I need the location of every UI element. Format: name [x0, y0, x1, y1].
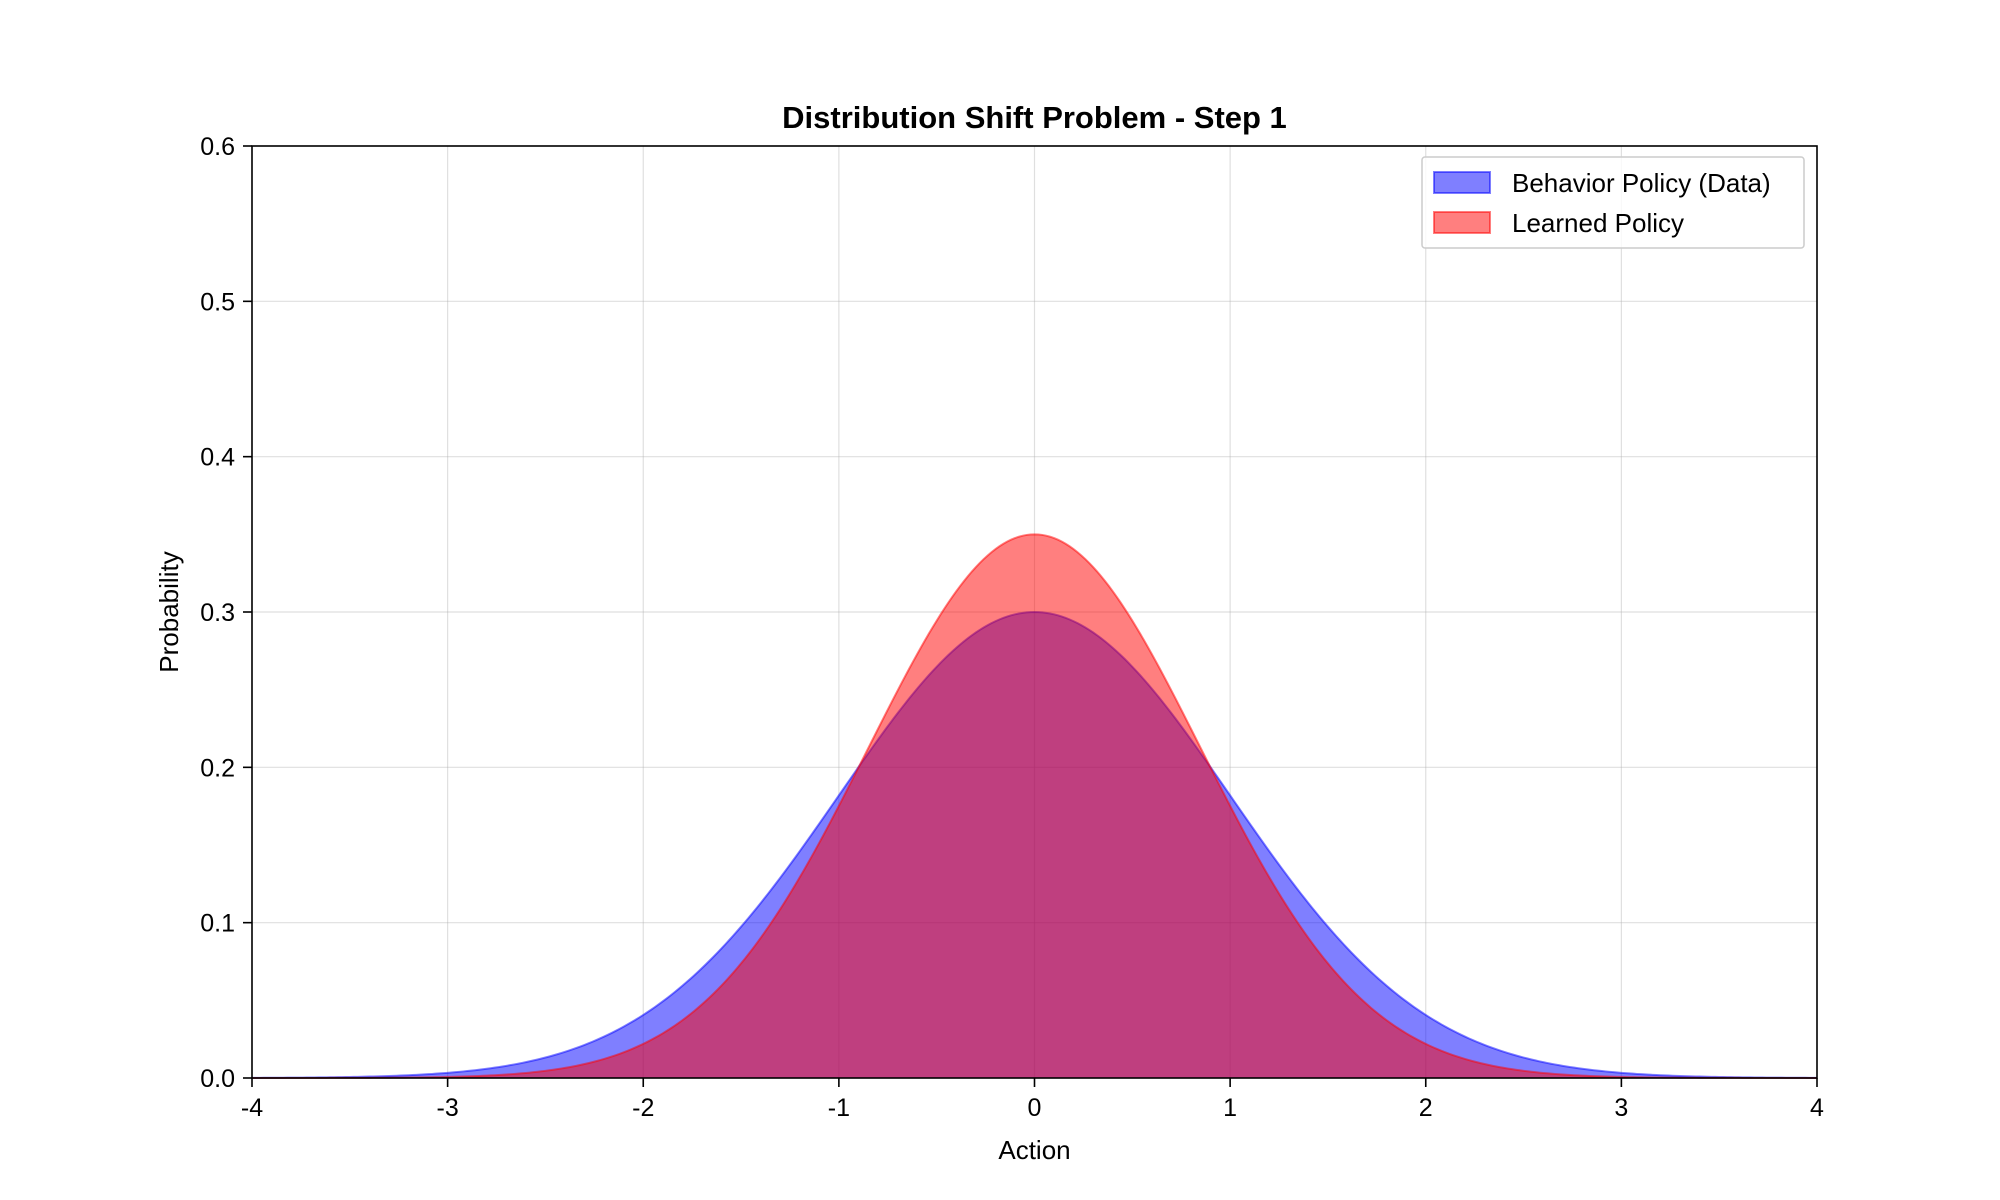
chart-title: Distribution Shift Problem - Step 1 [782, 100, 1287, 135]
x-tick-label: 0 [1028, 1094, 1042, 1122]
x-tick-label: 3 [1614, 1094, 1628, 1122]
y-tick-label: 0.6 [200, 133, 235, 161]
y-tick-label: 0.1 [200, 910, 235, 938]
x-tick-label: -3 [437, 1094, 459, 1122]
x-tick-label: -1 [828, 1094, 850, 1122]
x-tick-label: 1 [1223, 1094, 1237, 1122]
legend-box [1421, 156, 1805, 249]
y-tick-label: 0.0 [200, 1065, 235, 1093]
legend: Behavior Policy (Data) Learned Policy [1421, 156, 1805, 249]
plot-series [251, 533, 1818, 1079]
y-tick-label: 0.2 [200, 754, 235, 782]
legend-swatch-1 [1433, 211, 1491, 234]
ticks: -4 -3 -2 -1 0 1 2 3 4 0.0 0.1 0.2 0.3 0.4 0.5 0.6 [200, 133, 1824, 1122]
legend-swatch-0 [1433, 171, 1491, 194]
x-tick-label: -4 [241, 1094, 263, 1122]
x-tick-label: 2 [1419, 1094, 1433, 1122]
legend-label-1: Learned Policy [1512, 208, 1684, 238]
x-tick-label: -2 [632, 1094, 654, 1122]
y-tick-label: 0.3 [200, 599, 235, 627]
series-line-1 [252, 533, 1817, 1079]
x-tick-label: 4 [1810, 1094, 1824, 1122]
y-axis-label: Probability [154, 551, 184, 672]
x-axis-label: Action [998, 1135, 1070, 1165]
legend-label-0: Behavior Policy (Data) [1512, 168, 1771, 198]
series-area-1 [252, 534, 1817, 1078]
y-tick-label: 0.5 [200, 288, 235, 316]
y-tick-label: 0.4 [200, 444, 235, 472]
